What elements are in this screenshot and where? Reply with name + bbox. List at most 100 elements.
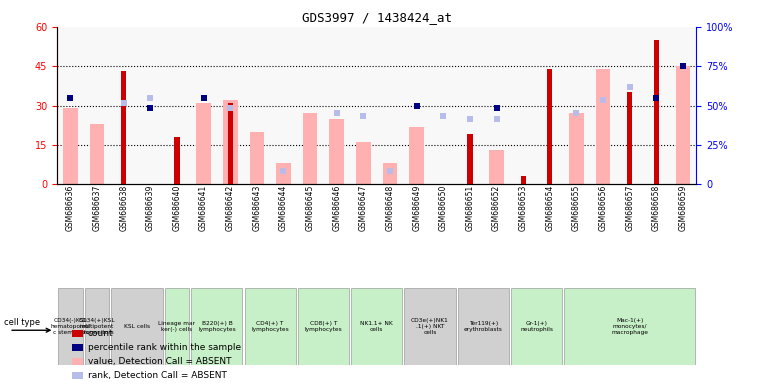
Bar [111, 288, 163, 365]
Text: Ter119(+)
erythroblasts: Ter119(+) erythroblasts [463, 321, 503, 332]
Bar [404, 288, 456, 365]
Bar [276, 163, 291, 184]
Point [490, 105, 502, 111]
Bar [569, 114, 584, 184]
Point [277, 168, 289, 174]
Text: cell type: cell type [4, 318, 40, 327]
Text: GSM686657: GSM686657 [626, 184, 634, 231]
Bar [223, 100, 237, 184]
Text: GSM686639: GSM686639 [146, 184, 154, 231]
Bar [511, 288, 562, 365]
Text: GSM686642: GSM686642 [226, 184, 234, 230]
Bar [196, 103, 211, 184]
Bar [121, 71, 126, 184]
Bar [457, 288, 509, 365]
Text: GSM686638: GSM686638 [119, 184, 128, 230]
Text: GSM686645: GSM686645 [306, 184, 314, 231]
Bar [303, 114, 317, 184]
Bar [351, 288, 403, 365]
Text: CD3e(+)NK1
.1(+) NKT
cells: CD3e(+)NK1 .1(+) NKT cells [411, 318, 449, 335]
Point [463, 116, 476, 122]
Point [624, 84, 636, 90]
Point [437, 113, 449, 119]
Text: Mac-1(+)
monocytes/
macrophage: Mac-1(+) monocytes/ macrophage [611, 318, 648, 335]
Bar [191, 288, 243, 365]
Text: GSM686646: GSM686646 [333, 184, 341, 231]
Text: GSM686640: GSM686640 [173, 184, 181, 231]
Text: GDS3997 / 1438424_at: GDS3997 / 1438424_at [301, 12, 452, 25]
Point [198, 95, 210, 101]
Bar [72, 344, 84, 351]
Bar [676, 66, 690, 184]
Text: GSM686647: GSM686647 [359, 184, 368, 231]
Bar [547, 69, 552, 184]
Bar [244, 288, 296, 365]
Bar [84, 288, 110, 365]
Text: GSM686659: GSM686659 [679, 184, 687, 231]
Text: GSM686654: GSM686654 [546, 184, 554, 231]
Bar [356, 142, 371, 184]
Text: GSM686644: GSM686644 [279, 184, 288, 231]
Bar [58, 288, 83, 365]
Point [330, 111, 342, 117]
Text: GSM686649: GSM686649 [412, 184, 421, 231]
Bar [90, 124, 104, 184]
Text: CD34(+)KSL
multipotent
progenitors: CD34(+)KSL multipotent progenitors [78, 318, 116, 335]
Point [64, 95, 76, 101]
Text: percentile rank within the sample: percentile rank within the sample [88, 343, 241, 352]
Text: GSM686655: GSM686655 [572, 184, 581, 231]
Text: KSL cells: KSL cells [124, 324, 150, 329]
Point [571, 111, 583, 117]
Text: GSM686637: GSM686637 [93, 184, 101, 231]
Bar [564, 288, 696, 365]
Text: GSM686636: GSM686636 [66, 184, 75, 231]
Bar [596, 69, 610, 184]
Bar [383, 163, 397, 184]
Point [145, 105, 157, 111]
Text: GSM686650: GSM686650 [439, 184, 447, 231]
Point [490, 116, 502, 122]
Text: B220(+) B
lymphocytes: B220(+) B lymphocytes [198, 321, 236, 332]
Bar [63, 108, 78, 184]
Bar [654, 40, 659, 184]
Point [597, 97, 609, 103]
Point [677, 63, 689, 70]
Text: Gr-1(+)
neutrophils: Gr-1(+) neutrophils [520, 321, 553, 332]
Bar [489, 150, 504, 184]
Text: count: count [88, 329, 113, 338]
Text: GSM686653: GSM686653 [519, 184, 527, 231]
Point [411, 103, 423, 109]
Text: GSM686658: GSM686658 [652, 184, 661, 230]
Bar [521, 177, 526, 184]
Bar [228, 103, 233, 184]
Point [224, 105, 236, 111]
Text: rank, Detection Call = ABSENT: rank, Detection Call = ABSENT [88, 371, 227, 380]
Bar [72, 372, 84, 379]
Text: GSM686652: GSM686652 [492, 184, 501, 230]
Text: GSM686641: GSM686641 [199, 184, 208, 230]
Text: CD4(+) T
lymphocytes: CD4(+) T lymphocytes [251, 321, 289, 332]
Text: Lineage mar
ker(-) cells: Lineage mar ker(-) cells [158, 321, 196, 332]
Text: CD8(+) T
lymphocytes: CD8(+) T lymphocytes [304, 321, 342, 332]
Bar [330, 119, 344, 184]
Text: CD34(-)KSL
hematopoieti
c stem cells: CD34(-)KSL hematopoieti c stem cells [51, 318, 90, 335]
Text: GSM686651: GSM686651 [466, 184, 474, 230]
Bar [298, 288, 349, 365]
Text: GSM686656: GSM686656 [599, 184, 607, 231]
Bar [72, 330, 84, 337]
Point [384, 168, 396, 174]
Bar [164, 288, 189, 365]
Text: GSM686648: GSM686648 [386, 184, 394, 230]
Bar [467, 134, 473, 184]
Bar [174, 137, 180, 184]
Bar [627, 93, 632, 184]
Point [117, 100, 129, 106]
Text: value, Detection Call = ABSENT: value, Detection Call = ABSENT [88, 357, 231, 366]
Text: GSM686643: GSM686643 [253, 184, 261, 231]
Point [650, 95, 662, 101]
Bar [250, 132, 264, 184]
Point [357, 113, 369, 119]
Bar [409, 127, 424, 184]
Bar [72, 358, 84, 365]
Text: NK1.1+ NK
cells: NK1.1+ NK cells [360, 321, 393, 332]
